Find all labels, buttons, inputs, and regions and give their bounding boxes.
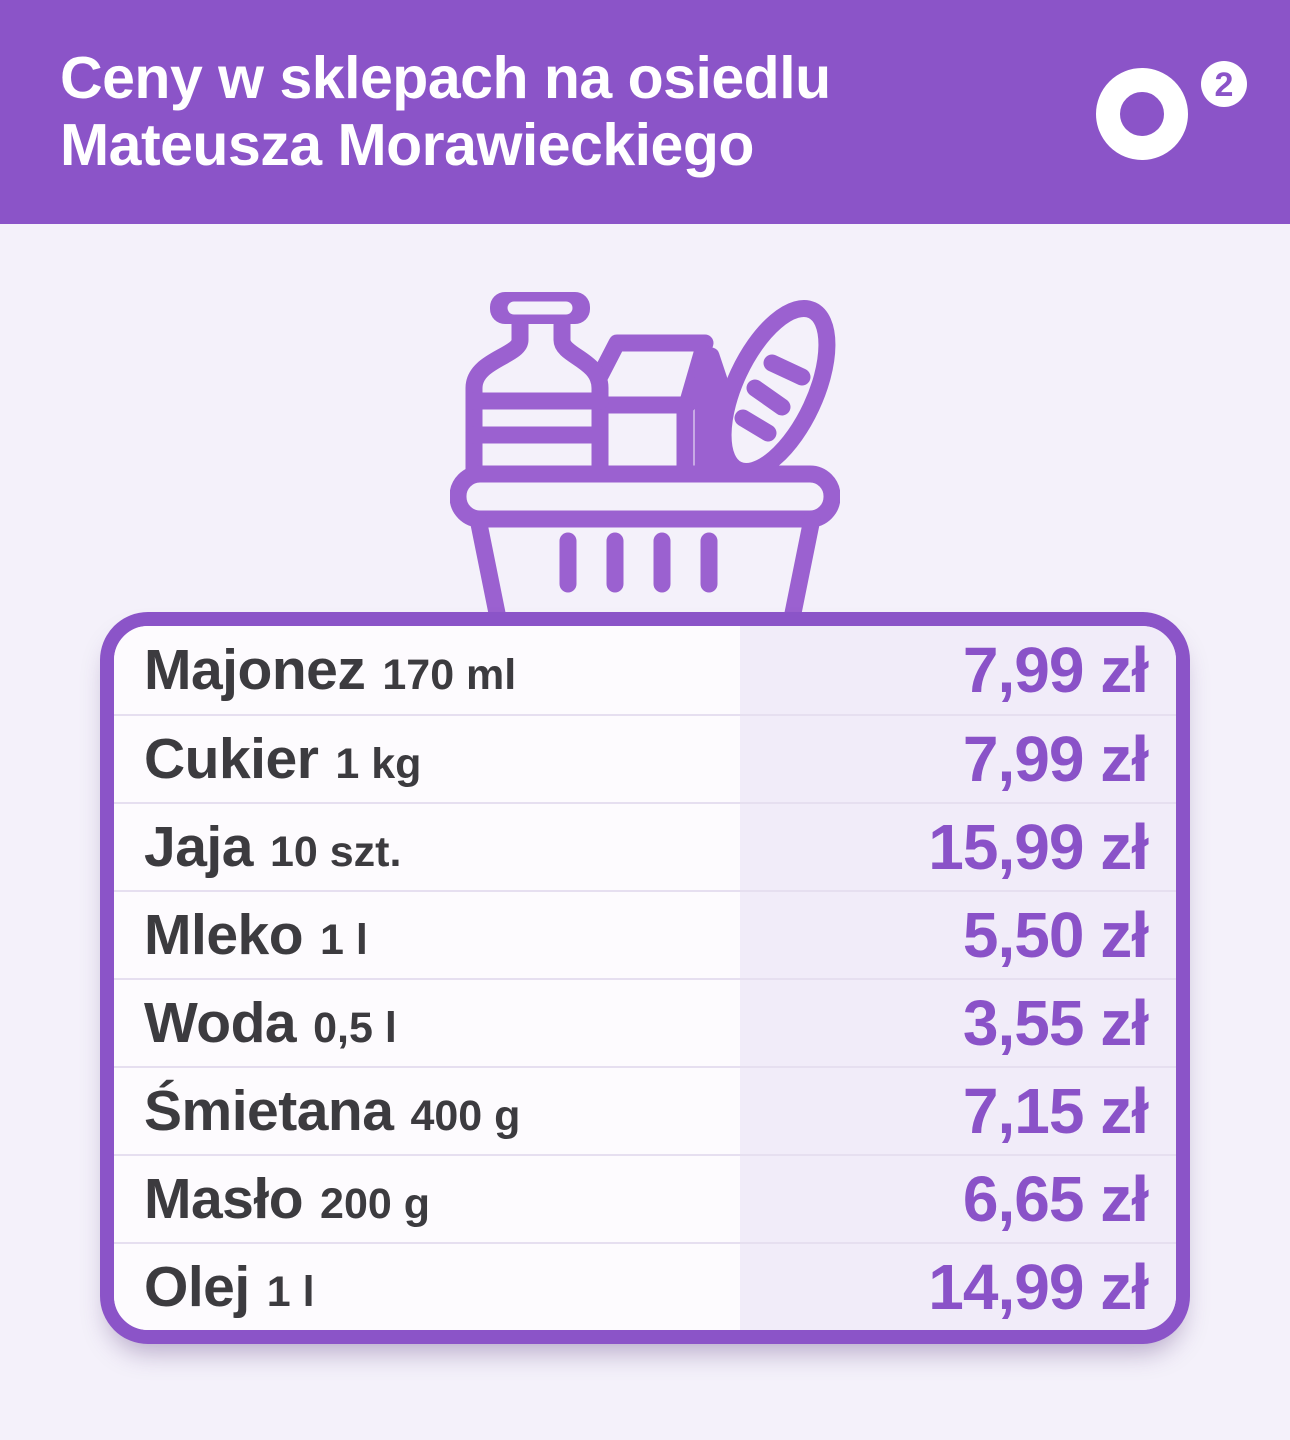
product-price: 7,15 zł — [962, 1075, 1149, 1147]
product-name: Śmietana — [144, 1079, 394, 1143]
product-quantity: 200 g — [320, 1180, 431, 1228]
o2-logo-icon: 2 — [1096, 61, 1247, 160]
product-cell: Masło 200 g — [114, 1156, 740, 1242]
table-row: Mleko 1 l 5,50 zł — [114, 890, 1176, 978]
page-title-line-2: Mateusza Morawieckiego — [60, 112, 754, 178]
product-name: Majonez — [144, 638, 366, 702]
product-quantity: 10 szt. — [269, 828, 402, 876]
table-row: Woda 0,5 l 3,55 zł — [114, 978, 1176, 1066]
product-cell: Olej 1 l — [114, 1244, 740, 1330]
bottle-icon — [465, 292, 609, 495]
product-name: Jaja — [144, 815, 253, 879]
basket-icon — [450, 465, 840, 628]
product-price: 7,99 zł — [962, 723, 1149, 795]
product-price: 5,50 zł — [962, 899, 1149, 971]
price-table-card: Majonez 170 ml 7,99 zł Cukier 1 kg 7,99 … — [100, 612, 1190, 1344]
product-name: Cukier — [144, 727, 319, 791]
table-row: Jaja 10 szt. 15,99 zł — [114, 802, 1176, 890]
grocery-basket-icon — [450, 292, 840, 628]
product-quantity: 1 l — [266, 1268, 315, 1316]
header-bar: Ceny w sklepach na osiedlu Mateusza Mora… — [0, 0, 1290, 224]
table-row: Majonez 170 ml 7,99 zł — [114, 626, 1176, 714]
table-row: Śmietana 400 g 7,15 zł — [114, 1066, 1176, 1154]
product-price: 6,65 zł — [962, 1163, 1149, 1235]
price-cell: 7,99 zł — [740, 626, 1176, 714]
product-cell: Cukier 1 kg — [114, 716, 740, 802]
product-cell: Śmietana 400 g — [114, 1068, 740, 1154]
product-name: Masło — [144, 1167, 304, 1231]
product-quantity: 1 l — [320, 916, 368, 964]
logo-superscript: 2 — [1215, 66, 1234, 104]
page-title-line-1: Ceny w sklepach na osiedlu — [60, 45, 831, 112]
product-quantity: 1 kg — [335, 740, 422, 788]
product-quantity: 400 g — [410, 1092, 521, 1140]
product-quantity: 0,5 l — [313, 1004, 397, 1052]
price-cell: 7,99 zł — [740, 716, 1176, 802]
o2-logo: 2 — [1096, 59, 1251, 169]
product-price: 14,99 zł — [928, 1251, 1149, 1323]
price-cell: 5,50 zł — [740, 892, 1176, 978]
product-quantity: 170 ml — [382, 651, 517, 699]
product-price: 3,55 zł — [962, 987, 1149, 1059]
product-price: 7,99 zł — [962, 634, 1149, 706]
price-cell: 3,55 zł — [740, 980, 1176, 1066]
price-cell: 15,99 zł — [740, 804, 1176, 890]
logo-badge — [1201, 61, 1247, 107]
product-cell: Woda 0,5 l — [114, 980, 740, 1066]
product-name: Woda — [144, 991, 297, 1055]
table-row: Cukier 1 kg 7,99 zł — [114, 714, 1176, 802]
price-cell: 7,15 zł — [740, 1068, 1176, 1154]
price-cell: 6,65 zł — [740, 1156, 1176, 1242]
grocery-basket-icon-container — [0, 288, 1290, 628]
logo-ring — [1096, 68, 1188, 160]
price-cell: 14,99 zł — [740, 1244, 1176, 1330]
table-row: Masło 200 g 6,65 zł — [114, 1154, 1176, 1242]
product-name: Mleko — [144, 903, 304, 967]
product-cell: Mleko 1 l — [114, 892, 740, 978]
product-name: Olej — [144, 1255, 250, 1319]
product-cell: Jaja 10 szt. — [114, 804, 740, 890]
table-row: Olej 1 l 14,99 zł — [114, 1242, 1176, 1330]
page-title: Ceny w sklepach na osiedlu Mateusza Mora… — [60, 45, 1096, 178]
product-cell: Majonez 170 ml — [114, 626, 740, 714]
product-price: 15,99 zł — [928, 811, 1149, 883]
